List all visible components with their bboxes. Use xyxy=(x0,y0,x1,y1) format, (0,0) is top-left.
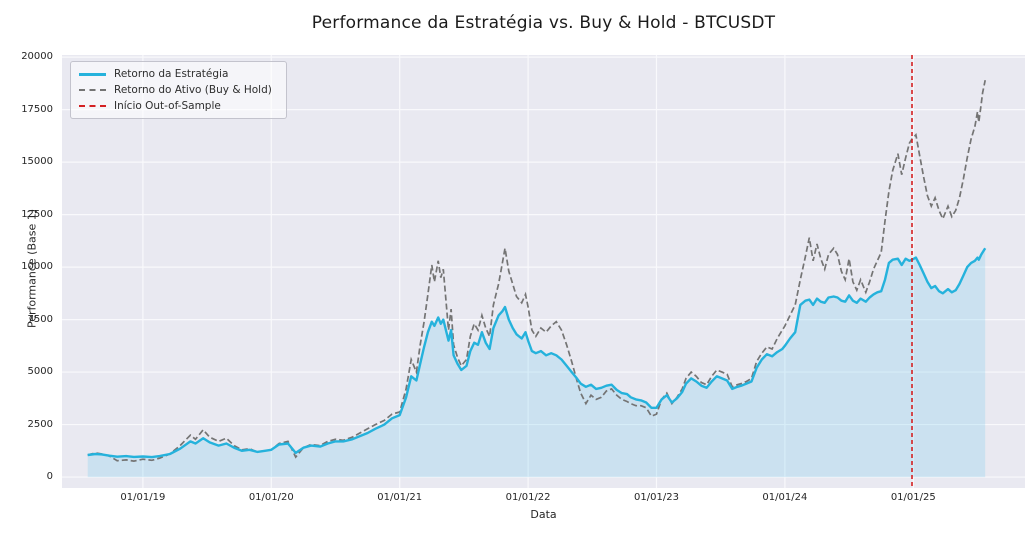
x-tick-label: 01/01/21 xyxy=(377,492,423,503)
legend-item-asset: Retorno do Ativo (Buy & Hold) xyxy=(79,84,272,96)
y-tick-label: 5000 xyxy=(27,366,53,378)
x-tick-label: 01/01/24 xyxy=(762,492,808,503)
x-tick-label: 01/01/25 xyxy=(890,492,936,503)
y-tick-label: 2500 xyxy=(27,418,53,430)
y-tick-label: 15000 xyxy=(21,156,53,168)
strategy-area-fill xyxy=(87,248,986,478)
legend-label-oos: Início Out-of-Sample xyxy=(114,100,221,112)
y-tick-labels: 0 2500 5000 7500 10000 12500 15000 17500 20000 xyxy=(0,51,56,488)
y-tick-label: 20000 xyxy=(21,51,53,63)
legend-label-asset: Retorno do Ativo (Buy & Hold) xyxy=(114,84,272,96)
axes-background xyxy=(62,55,1025,488)
legend-label-strategy: Retorno da Estratégia xyxy=(114,68,229,80)
strategy-line xyxy=(87,247,987,459)
x-tick-label: 01/01/23 xyxy=(634,492,679,503)
y-tick-label: 17500 xyxy=(21,103,53,115)
oos-line-swatch-icon xyxy=(79,105,106,107)
x-tick-label: 01/01/22 xyxy=(505,492,551,503)
strategy-line-swatch-icon xyxy=(79,72,106,76)
y-tick-label: 0 xyxy=(46,471,53,483)
chart-title: Performance da Estratégia vs. Buy & Hold… xyxy=(311,13,776,33)
x-tick-label: 01/01/19 xyxy=(120,492,166,503)
plot-area: Retorno da Estratégia Retorno do Ativo (… xyxy=(62,55,1025,488)
legend-item-strategy: Retorno da Estratégia xyxy=(79,68,272,80)
x-tick-labels: 01/01/19 01/01/20 01/01/21 01/01/22 01/01/23… xyxy=(62,492,1025,506)
y-tick-label: 7500 xyxy=(27,313,53,325)
x-axis-label: Data xyxy=(530,508,557,521)
legend-item-oos: Início Out-of-Sample xyxy=(79,100,272,112)
asset-line xyxy=(87,80,987,462)
y-tick-label: 10000 xyxy=(21,261,53,273)
asset-line-swatch-icon xyxy=(79,89,106,91)
y-tick-label: 12500 xyxy=(21,208,53,220)
x-tick-label: 01/01/20 xyxy=(248,492,294,503)
plot-canvas xyxy=(62,55,1025,488)
legend: Retorno da Estratégia Retorno do Ativo (… xyxy=(70,61,287,119)
